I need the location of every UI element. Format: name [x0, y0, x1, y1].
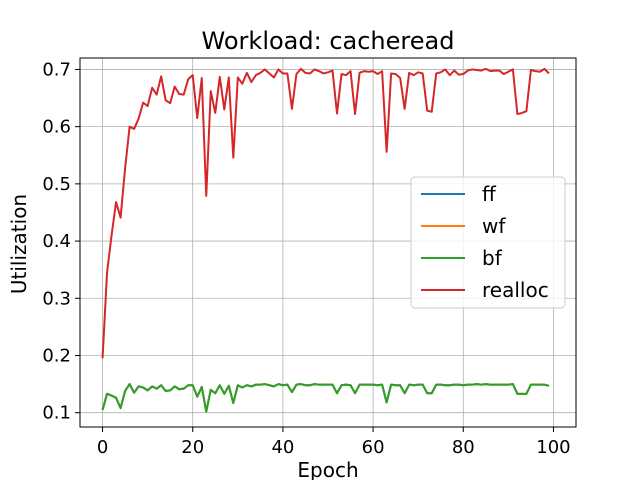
x-tick-label: 40 — [271, 437, 294, 458]
x-tick-label: 60 — [362, 437, 385, 458]
series-lines — [101, 67, 550, 413]
legend-box — [410, 176, 566, 309]
y-tick-label: 0.2 — [42, 345, 71, 366]
series-line-realloc — [101, 67, 550, 359]
plot-frame — [79, 57, 577, 428]
x-axis-label: Epoch — [297, 458, 358, 480]
x-tick-label: 20 — [181, 437, 204, 458]
x-tick-label: 0 — [97, 437, 108, 458]
legend-label-realloc: realloc — [482, 278, 549, 302]
y-tick-label: 0.5 — [42, 174, 71, 195]
y-tick-label: 0.1 — [42, 403, 71, 424]
legend-label-bf: bf — [482, 246, 503, 270]
x-tick-label: 80 — [452, 437, 475, 458]
y-tick-label: 0.3 — [42, 288, 71, 309]
y-tick-label: 0.4 — [42, 231, 71, 252]
axis-ticks: 0 20 40 60 80 100 0.1 0.2 0.3 0.4 0.5 0.6 0.7 — [42, 59, 570, 458]
x-tick-label: 100 — [536, 437, 570, 458]
legend: ff wf bf realloc — [410, 176, 566, 309]
legend-label-wf: wf — [482, 214, 506, 238]
y-tick-label: 0.7 — [42, 59, 71, 80]
chart-title: Workload: cacheread — [202, 27, 455, 55]
y-axis-label: Utilization — [7, 194, 31, 294]
y-tick-label: 0.6 — [42, 117, 71, 138]
series-line-bf — [101, 383, 550, 413]
legend-label-ff: ff — [482, 182, 497, 206]
